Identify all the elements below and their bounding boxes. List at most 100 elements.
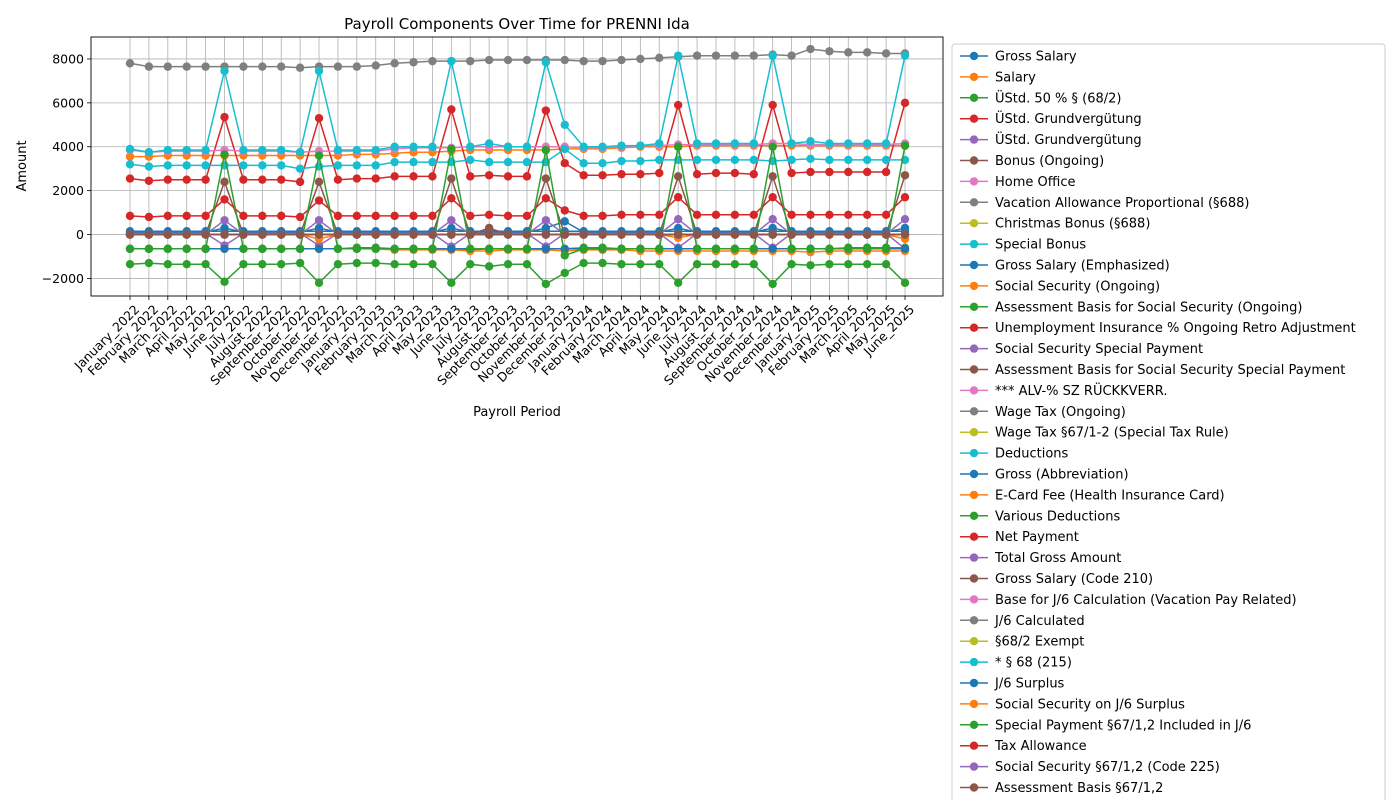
legend-label: Gross Salary (Code 210) [995,572,1153,587]
data-point [579,171,588,180]
data-point [277,175,286,184]
data-point [844,155,853,165]
legend-label: Deductions [995,447,1069,462]
data-point [598,56,607,66]
data-point [636,169,645,179]
legend-entry: Social Security (Ongoing) [960,279,1160,294]
legend-marker [969,511,979,520]
legend-marker [969,365,979,374]
data-point [560,120,569,129]
data-point [503,142,513,151]
legend-label: Vacation Allowance Proportional (§688) [995,196,1249,211]
data-point [201,175,210,184]
data-point [258,230,267,239]
data-point [560,144,569,154]
data-point [825,167,834,177]
data-point [125,160,135,169]
data-point [711,230,721,239]
data-point [314,230,324,239]
data-point [258,145,267,155]
data-point [314,114,324,123]
data-point [447,194,456,203]
data-point [636,210,645,219]
legend-entry: E-Card Fee (Health Insurance Card) [960,488,1225,503]
data-point [201,211,210,221]
data-point [390,259,399,269]
data-point [333,259,343,269]
data-point [522,244,532,254]
data-point [182,244,191,254]
data-point [182,175,191,184]
data-point [484,244,494,254]
data-point [409,172,418,181]
series-layer [125,44,910,289]
data-point [258,259,267,269]
data-point [484,171,494,180]
data-point [503,244,513,254]
data-point [484,55,494,65]
legend-marker [969,156,979,165]
data-point [144,230,154,239]
legend-marker [969,407,979,416]
data-point [881,155,891,165]
data-point [522,55,532,65]
legend-entry: Wage Tax (Ongoing) [960,405,1126,420]
data-point [711,210,721,219]
data-point [541,279,551,289]
data-point [598,258,607,268]
legend-marker [969,490,979,500]
legend-marker [969,574,979,583]
data-point [541,194,551,203]
legend: Gross Salary Salary ÜStd. 50 % § (68/2) ÜSt… [951,43,1386,804]
data-point [862,230,872,239]
data-point [522,259,532,269]
data-point [277,145,286,155]
legend-marker [969,114,979,123]
data-point [711,244,721,254]
legend-entry: Social Security on J/6 Surplus [960,697,1185,712]
legend-marker [969,323,979,332]
data-point [636,156,645,166]
data-point [409,58,418,67]
data-point [314,278,324,288]
data-point [617,141,626,150]
legend-label: Wage Tax (Ongoing) [995,405,1126,420]
legend-marker [969,637,979,646]
data-point [768,230,777,239]
data-point [201,259,210,269]
data-point [692,155,702,165]
data-point [560,55,569,65]
data-point [711,139,721,148]
data-point [371,174,380,183]
data-point [825,230,834,239]
legend-label: Social Security (Ongoing) [995,279,1160,294]
data-point [768,172,777,181]
legend-entry: Vacation Allowance Proportional (§688) [960,196,1249,211]
legend-entry: Assessment Basis §67/1,2 [960,781,1163,796]
data-point [163,259,173,269]
data-point [484,139,494,148]
data-point [295,258,305,268]
legend-entry: Gross (Abbreviation) [960,468,1129,483]
data-point [862,167,872,177]
data-point [749,155,758,165]
data-point [409,211,418,221]
data-point [673,214,683,224]
legend-marker [969,720,979,729]
legend-frame [951,43,1386,804]
legend-label: J/6 Surplus [994,677,1065,692]
data-point [617,210,626,219]
plot-frame [90,36,944,297]
data-point [503,172,513,181]
data-point [768,142,777,151]
data-point [295,63,305,72]
legend-marker [969,428,979,437]
data-point [352,258,362,268]
data-point [881,139,891,148]
data-point [806,154,815,164]
data-point [201,161,210,170]
data-point [579,258,588,268]
legend-label: Assessment Basis §67/1,2 [995,781,1163,796]
data-point [673,51,683,60]
legend-entry: Various Deductions [960,509,1120,524]
